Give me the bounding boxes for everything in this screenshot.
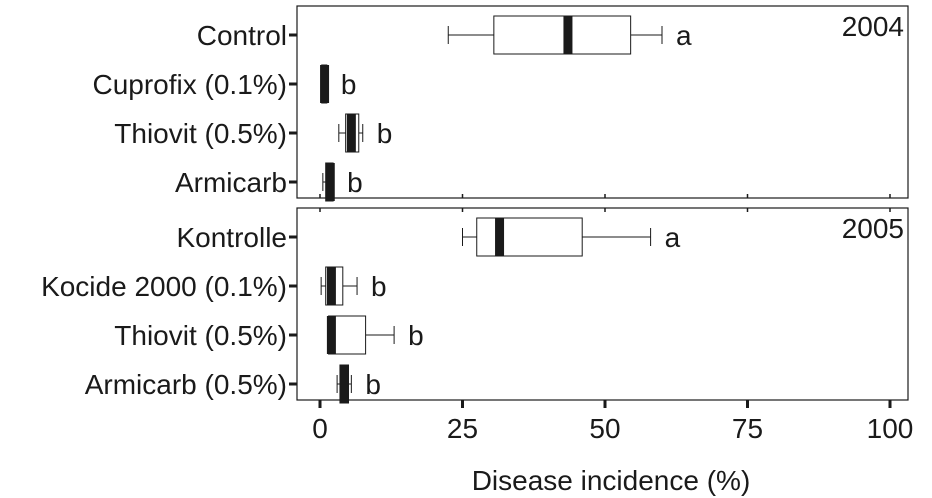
x-tick-label: 50 [589, 413, 620, 444]
x-axis-title: Disease incidence (%) [472, 465, 751, 496]
x-tick-label: 75 [732, 413, 763, 444]
iqr-box [476, 217, 583, 257]
year-label-2004: 2004 [842, 11, 904, 42]
significance-label: b [371, 271, 387, 302]
x-tick-label: 0 [312, 413, 328, 444]
category-label: Kontrolle [176, 222, 287, 253]
box-group: Thiovit (0.5%) b [114, 113, 393, 153]
median-bar [563, 16, 573, 54]
panel-frame [296, 5, 909, 199]
category-label: Control [197, 20, 287, 51]
category-label: Armicarb (0.5%) [85, 369, 287, 400]
median-bar [326, 316, 336, 354]
box-group: Armicarb b [175, 162, 363, 202]
median-bar [320, 65, 330, 103]
category-label: Armicarb [175, 167, 287, 198]
median-bar [495, 218, 505, 256]
significance-label: b [341, 69, 357, 100]
x-tick-label: 25 [447, 413, 478, 444]
significance-label: a [665, 222, 681, 253]
iqr-box [493, 15, 632, 55]
median-bar [326, 267, 336, 305]
category-label: Kocide 2000 (0.1%) [41, 271, 287, 302]
box-group: Cuprofix (0.1%) b [92, 64, 357, 104]
median-bar [340, 365, 350, 403]
significance-label: a [676, 20, 692, 51]
median-bar [346, 114, 356, 152]
box-group: Armicarb (0.5%) b [85, 364, 381, 404]
significance-label: b [377, 118, 393, 149]
category-label: Cuprofix (0.1%) [92, 69, 287, 100]
x-axis: 0 25 50 75 100 [312, 400, 913, 444]
panel-frame [296, 207, 909, 401]
box-group: Kontrolle a [176, 217, 681, 257]
median-bar [325, 163, 335, 201]
significance-label: b [347, 167, 363, 198]
box-group: Control a [197, 15, 692, 55]
significance-label: b [365, 369, 381, 400]
box-group: Thiovit (0.5%) b [114, 315, 424, 355]
category-label: Thiovit (0.5%) [114, 320, 287, 351]
year-label-2005: 2005 [842, 213, 904, 244]
x-tick-label: 100 [867, 413, 914, 444]
significance-label: b [408, 320, 424, 351]
box-group: Kocide 2000 (0.1%) b [41, 266, 387, 306]
category-label: Thiovit (0.5%) [114, 118, 287, 149]
